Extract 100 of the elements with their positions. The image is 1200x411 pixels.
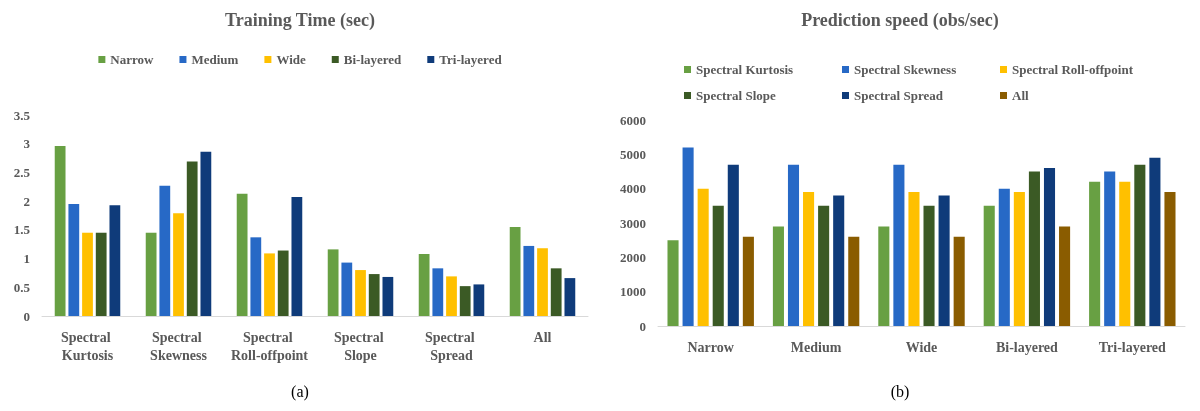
- y-tick-label: 1.5: [13, 222, 31, 238]
- bar: [1043, 168, 1056, 326]
- bar: [787, 164, 800, 326]
- bar: [459, 286, 471, 316]
- chart-title: Training Time (sec): [225, 10, 375, 31]
- x-tick-label: Spectral Kurtosis: [60, 329, 115, 363]
- y-tick-label: 6000: [620, 112, 646, 128]
- bar: [1104, 171, 1116, 326]
- y-tick-label: 1: [23, 251, 30, 267]
- bar: [523, 245, 535, 316]
- x-tick-label: All: [533, 329, 552, 345]
- x-tick-label: Bi-layered: [995, 339, 1059, 355]
- bar: [509, 226, 521, 316]
- y-tick-label: 5000: [620, 146, 646, 162]
- bar: [697, 188, 709, 326]
- bar: [173, 213, 184, 316]
- bar: [983, 205, 995, 326]
- bar: [564, 278, 576, 316]
- bar: [368, 274, 380, 316]
- bar: [236, 193, 248, 316]
- bar: [893, 164, 905, 326]
- legend-label: Spectral Spread: [854, 88, 944, 103]
- legend-label: Bi-layered: [343, 52, 403, 67]
- y-tick-label: 0: [23, 308, 30, 324]
- text: (a): [291, 382, 309, 401]
- bar: [742, 236, 754, 326]
- bar: [473, 284, 485, 316]
- x-tick-label: Medium: [790, 339, 842, 355]
- y-tick-label: 0: [639, 318, 646, 334]
- bar: [95, 232, 107, 316]
- bar: [54, 146, 66, 316]
- bar: [1089, 181, 1101, 326]
- text: (b): [890, 382, 910, 401]
- x-tick-label: Tri-layered: [1098, 339, 1167, 355]
- bar: [1149, 157, 1161, 326]
- legend-label: Tri-layered: [439, 52, 503, 67]
- bar: [291, 197, 303, 316]
- legend-label: Wide: [276, 52, 306, 67]
- legend-label: Spectral Roll-offpoint: [1012, 62, 1134, 77]
- bar: [550, 268, 562, 316]
- bar: [848, 236, 860, 326]
- bar: [186, 161, 198, 316]
- legend-label: Narrow: [110, 52, 155, 67]
- x-tick-label: Narrow: [687, 339, 735, 355]
- x-tick-label: Spectral Slope: [333, 329, 388, 363]
- bar: [200, 151, 212, 316]
- bar: [1059, 226, 1071, 326]
- bar: [341, 262, 353, 316]
- bar: [145, 232, 157, 316]
- bar: [923, 205, 935, 326]
- y-tick-label: 2.5: [13, 164, 31, 180]
- bar: [667, 240, 679, 326]
- bar: [998, 188, 1010, 326]
- bar: [1013, 192, 1025, 326]
- bar: [355, 270, 366, 316]
- x-tick-label: Spectral Skewness: [150, 329, 208, 363]
- legend-label: Spectral Kurtosis: [696, 62, 794, 77]
- bar: [803, 192, 815, 326]
- y-tick-label: 1000: [620, 284, 646, 300]
- bar: [109, 205, 121, 316]
- x-tick-label: Wide: [905, 339, 938, 355]
- bar: [833, 195, 845, 326]
- y-tick-label: 3: [23, 136, 31, 152]
- x-tick-label: Spectral Roll-offpoint: [231, 329, 309, 363]
- y-tick-label: 0.5: [13, 279, 31, 295]
- bar: [264, 253, 275, 316]
- bar: [938, 195, 950, 326]
- bar: [1134, 164, 1146, 326]
- bar: [418, 253, 430, 316]
- bar: [1164, 192, 1176, 326]
- bar: [772, 226, 784, 326]
- bar: [682, 147, 694, 326]
- bar: [68, 204, 80, 316]
- bar: [1119, 181, 1131, 326]
- y-tick-label: 2: [23, 193, 30, 209]
- legend-label: Medium: [191, 52, 239, 67]
- bar: [159, 185, 171, 316]
- bar: [727, 164, 739, 326]
- bar: [537, 248, 548, 316]
- y-tick-label: 3.5: [13, 107, 31, 123]
- legend-label: Spectral Skewness: [854, 62, 957, 77]
- bar: [432, 268, 444, 316]
- y-tick-label: 2000: [620, 249, 646, 265]
- legend-label: Spectral Slope: [696, 88, 777, 103]
- y-tick-label: 4000: [620, 181, 646, 197]
- bar: [250, 237, 262, 316]
- x-tick-label: Spectral Spread: [424, 329, 479, 363]
- bar: [818, 205, 830, 326]
- bar: [82, 232, 93, 316]
- bar: [446, 276, 457, 316]
- y-tick-label: 3000: [620, 215, 646, 231]
- chart-title: Prediction speed (obs/sec): [801, 10, 999, 31]
- bar: [277, 250, 289, 316]
- bar: [327, 249, 339, 316]
- legend-label: All: [1012, 88, 1029, 103]
- bar: [878, 226, 890, 326]
- bar: [908, 192, 920, 326]
- bar: [382, 276, 394, 316]
- bar: [953, 236, 965, 326]
- bar: [1028, 171, 1040, 326]
